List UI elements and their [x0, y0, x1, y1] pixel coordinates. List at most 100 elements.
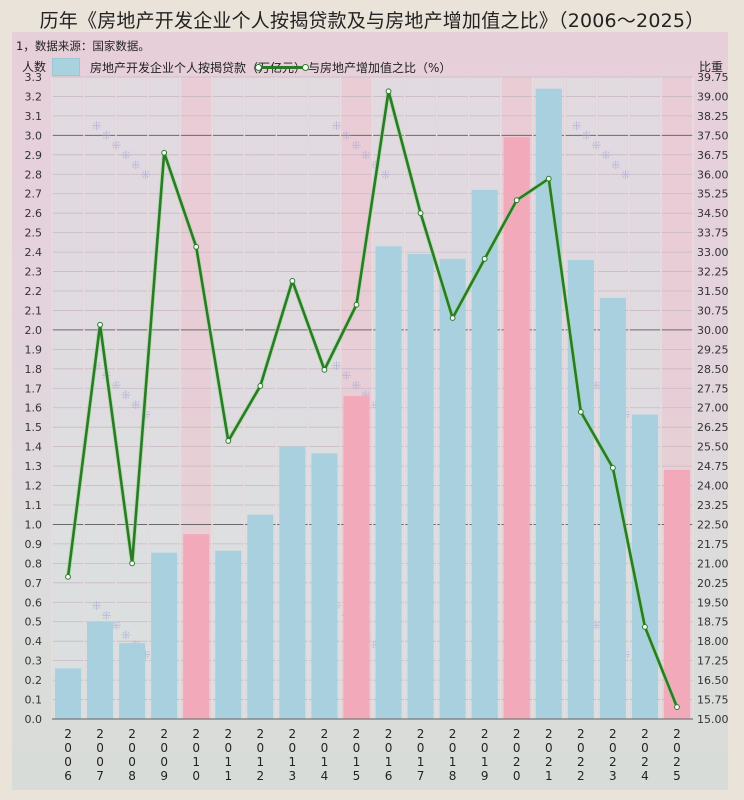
x-axis-label: 0: [224, 741, 232, 755]
x-axis-label: 0: [353, 741, 361, 755]
legend-bar-label: 房地产开发企业个人按揭贷款（万亿元）: [90, 61, 307, 75]
right-axis-tick: 39.75: [697, 71, 729, 84]
x-axis-label: 0: [545, 741, 553, 755]
line-point: [225, 438, 232, 444]
left-axis-tick: 0.6: [25, 596, 43, 609]
x-axis-label: 2: [96, 727, 104, 741]
right-axis-label: 比重: [699, 60, 724, 74]
right-axis-tick: 27.00: [697, 402, 729, 415]
right-axis-tick: 15.75: [697, 694, 729, 707]
x-axis-label: 1: [289, 755, 297, 769]
x-axis-label: 2: [545, 727, 553, 741]
bar: [343, 396, 370, 719]
left-axis-tick: 1.4: [25, 441, 43, 454]
left-axis-tick: 1.7: [25, 382, 43, 395]
x-axis-label: 7: [96, 769, 104, 783]
right-axis-tick: 39.00: [697, 90, 729, 103]
left-axis-tick: 2.4: [25, 246, 43, 259]
right-axis-tick: 20.25: [697, 577, 729, 590]
left-axis-tick: 2.3: [25, 266, 43, 279]
left-axis-tick: 2.9: [25, 149, 43, 162]
bar: [631, 414, 658, 719]
left-axis-tick: 0.7: [25, 577, 43, 590]
x-axis-label: 4: [321, 769, 329, 783]
left-axis-tick: 0.9: [25, 538, 43, 551]
x-axis-label: 2: [513, 727, 521, 741]
x-axis-label: 2: [673, 727, 681, 741]
x-axis-label: 0: [192, 769, 200, 783]
line-point: [545, 175, 552, 182]
x-axis-label: 6: [64, 769, 72, 783]
x-axis-label: 2: [192, 727, 200, 741]
x-axis-label: 0: [513, 741, 521, 755]
x-axis-label: 2: [353, 727, 361, 741]
line-point: [129, 560, 136, 567]
x-axis-label: 2: [128, 727, 136, 741]
x-axis-label: 2: [609, 727, 617, 741]
x-axis-label: 0: [513, 769, 521, 783]
x-axis-label: 2: [385, 727, 393, 741]
x-axis-label: 1: [321, 755, 329, 769]
x-axis-label: 0: [577, 741, 585, 755]
right-axis-tick: 18.75: [697, 616, 729, 629]
x-axis-label: 2: [64, 727, 72, 741]
right-axis-tick: 35.25: [697, 188, 729, 201]
left-axis-tick: 2.1: [25, 304, 43, 317]
x-axis-label: 2: [513, 755, 521, 769]
right-axis-tick: 19.50: [697, 596, 729, 609]
right-axis-tick: 17.25: [697, 655, 729, 668]
left-axis-tick: 0.3: [25, 655, 43, 668]
right-axis-tick: 30.75: [697, 304, 729, 317]
right-axis-tick: 34.50: [697, 207, 729, 220]
right-axis-tick: 21.75: [697, 538, 729, 551]
line-point: [609, 465, 616, 471]
right-axis-tick: 27.75: [697, 382, 729, 395]
left-axis-tick: 2.5: [25, 227, 43, 240]
right-axis-tick: 15.00: [697, 713, 729, 726]
left-axis-tick: 1.9: [25, 343, 43, 356]
line-point: [161, 149, 168, 156]
x-axis-label: 1: [545, 769, 553, 783]
left-axis-tick: 0.0: [25, 713, 43, 726]
x-axis-label: 2: [257, 769, 265, 783]
left-axis-tick: 2.2: [25, 285, 43, 298]
line-point: [193, 244, 200, 250]
x-axis-label: 0: [128, 755, 136, 769]
x-axis-label: 2: [224, 727, 232, 741]
line-point: [481, 255, 488, 262]
column-background: [117, 77, 147, 719]
right-axis-tick: 23.25: [697, 499, 729, 512]
line-point: [321, 366, 328, 373]
line-point: [385, 88, 392, 95]
bar: [503, 137, 530, 720]
line-point: [65, 573, 71, 580]
x-axis-label: 0: [96, 741, 104, 755]
line-point: [674, 704, 680, 710]
right-axis-tick: 37.50: [697, 129, 729, 142]
bar: [407, 254, 434, 719]
x-axis-label: 9: [160, 769, 168, 783]
bar: [663, 469, 690, 719]
right-axis-tick: 22.50: [697, 518, 729, 531]
line-point: [417, 210, 424, 217]
left-axis-tick: 0.2: [25, 674, 43, 687]
x-axis-label: 1: [449, 755, 457, 769]
x-axis-label: 0: [192, 741, 200, 755]
x-axis-label: 0: [257, 741, 265, 755]
x-axis-label: 9: [481, 769, 489, 783]
left-axis-tick: 2.8: [25, 168, 43, 181]
x-axis-label: 0: [609, 741, 617, 755]
x-axis-label: 2: [321, 727, 329, 741]
x-axis-label: 2: [289, 727, 297, 741]
x-axis-label: 0: [673, 741, 681, 755]
left-axis-tick: 1.8: [25, 363, 43, 376]
left-axis-tick: 3.0: [25, 129, 43, 142]
bar: [567, 259, 594, 719]
x-axis-label: 5: [353, 769, 361, 783]
left-axis-tick: 0.8: [25, 557, 43, 570]
bar: [471, 189, 498, 719]
x-axis-label: 0: [641, 741, 649, 755]
x-axis-label: 0: [417, 741, 425, 755]
x-axis-label: 2: [641, 755, 649, 769]
right-axis-tick: 29.25: [697, 343, 729, 356]
